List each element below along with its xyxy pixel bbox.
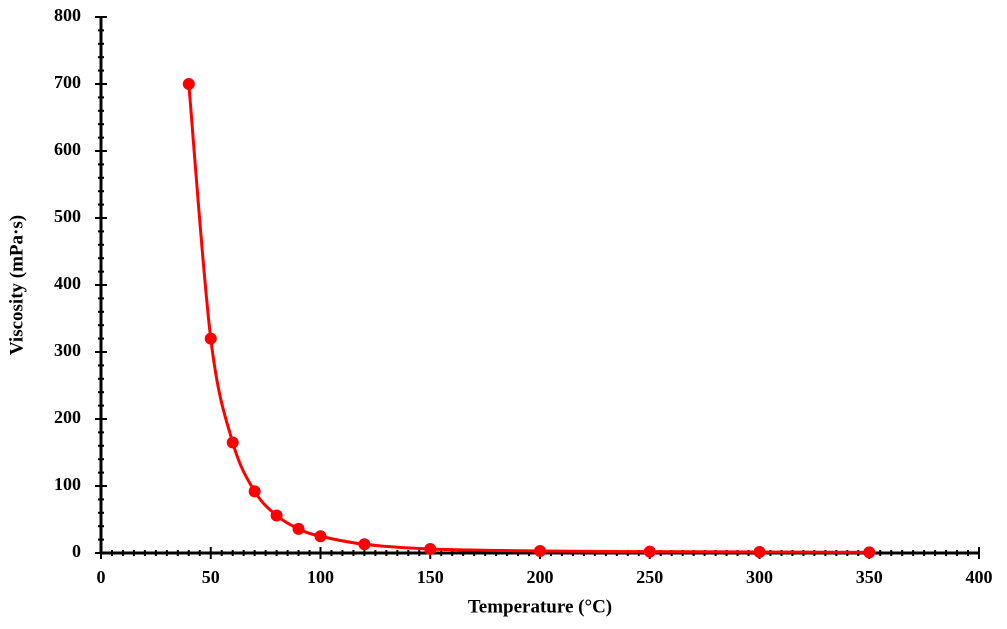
point xyxy=(358,538,371,551)
x-tick-label: 0 xyxy=(97,567,106,587)
y-tick-label: 100 xyxy=(54,474,81,494)
point xyxy=(643,545,656,558)
x-tick-label: 400 xyxy=(966,567,993,587)
x-tick-label: 250 xyxy=(636,567,663,587)
x-tick-label: 300 xyxy=(746,567,773,587)
point xyxy=(424,542,437,555)
point xyxy=(182,78,195,90)
line xyxy=(187,83,870,554)
y-tick-label: 300 xyxy=(54,340,81,360)
y-tick-label: 500 xyxy=(54,206,81,226)
x-tick-label: 100 xyxy=(307,567,334,587)
y-tick-label: 400 xyxy=(54,273,81,293)
point xyxy=(314,530,327,543)
point xyxy=(248,485,261,498)
x-tick-label: 350 xyxy=(856,567,883,587)
point xyxy=(270,509,283,522)
x-axis-title: Temperature (°C) xyxy=(468,596,612,617)
point xyxy=(204,332,217,345)
x-tick-label: 50 xyxy=(202,567,220,587)
x-tick-label: 150 xyxy=(417,567,444,587)
y-axis-title: Viscosity (mPa·s) xyxy=(6,215,27,355)
point xyxy=(753,545,766,558)
y-tick-label: 600 xyxy=(54,139,81,159)
y-tick-label: 800 xyxy=(54,5,81,25)
x-tick-label: 200 xyxy=(527,567,554,587)
y-tick-label: 700 xyxy=(54,72,81,92)
point xyxy=(292,522,305,535)
point xyxy=(863,546,876,559)
point xyxy=(534,544,546,557)
y-tick-label: 200 xyxy=(54,407,81,427)
y-tick-label: 0 xyxy=(72,541,81,561)
point xyxy=(226,436,239,449)
